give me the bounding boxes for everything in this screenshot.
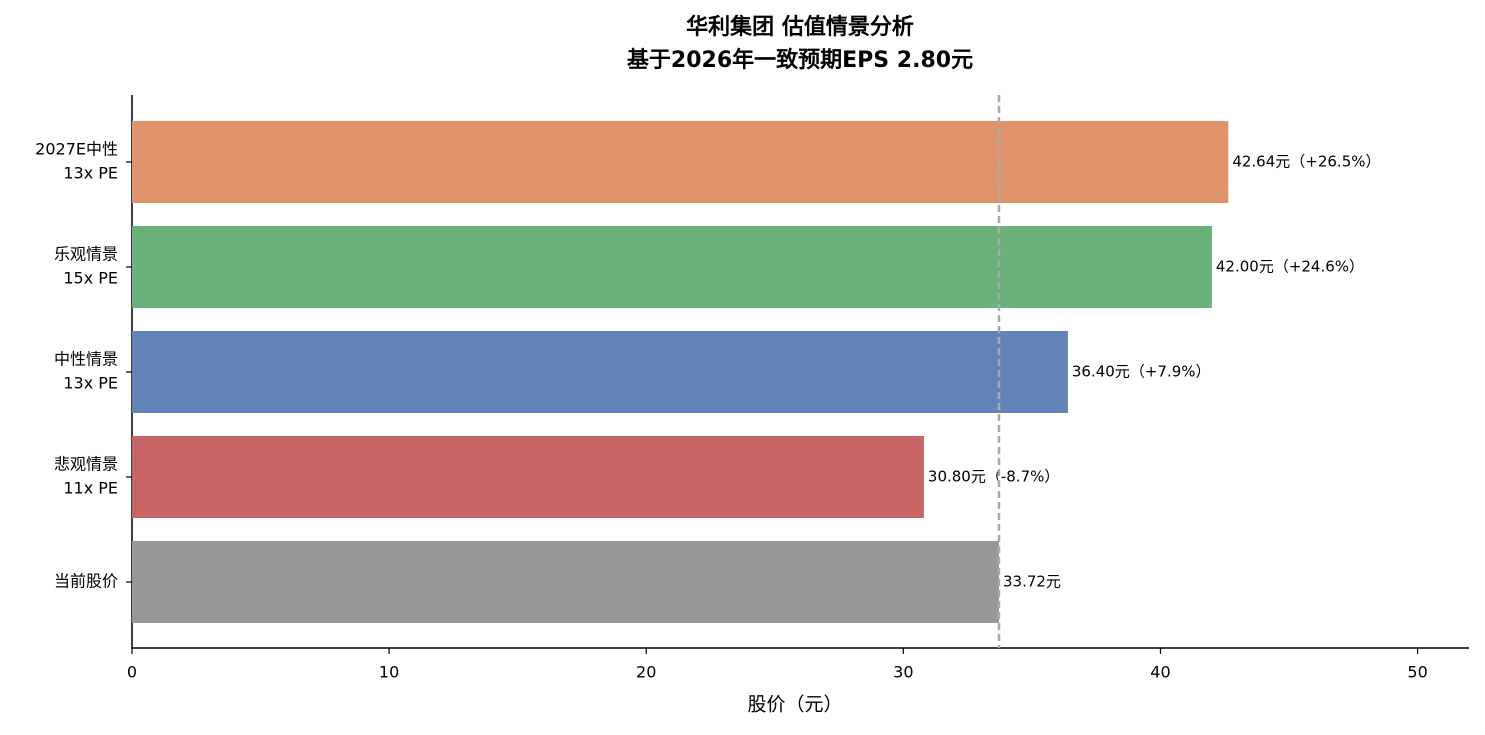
x-tick-label: 50	[1407, 663, 1427, 682]
y-tick-label: 15x PE	[63, 269, 118, 288]
value-label: 33.72元	[1003, 573, 1061, 591]
x-tick-label: 20	[636, 663, 656, 682]
value-label: 36.40元（+7.9%）	[1072, 363, 1211, 381]
y-tick-label: 2027E中性	[35, 140, 118, 159]
y-tick-label: 悲观情景	[54, 455, 118, 474]
bar	[132, 121, 1229, 203]
y-tick-label: 13x PE	[63, 374, 118, 393]
bar	[132, 331, 1068, 413]
value-label: 30.80元（-8.7%）	[928, 468, 1059, 486]
x-tick-label: 40	[1150, 663, 1170, 682]
chart-title: 华利集团 估值情景分析	[686, 14, 914, 40]
y-tick-label: 当前股价	[54, 572, 118, 591]
x-axis-label: 股价（元）	[747, 694, 842, 716]
value-label: 42.00元（+24.6%）	[1216, 258, 1364, 276]
bar	[132, 226, 1212, 308]
y-tick-label: 中性情景	[54, 350, 118, 369]
y-tick-label: 11x PE	[63, 479, 118, 498]
x-tick-label: 30	[893, 663, 913, 682]
value-label: 42.64元（+26.5%）	[1232, 153, 1380, 171]
bar	[132, 541, 999, 623]
x-tick-label: 0	[127, 663, 137, 682]
y-tick-label: 乐观情景	[54, 245, 118, 264]
chart-subtitle: 基于2026年一致预期EPS 2.80元	[627, 47, 973, 73]
y-tick-label: 13x PE	[63, 164, 118, 183]
bar	[132, 436, 924, 518]
x-tick-label: 10	[379, 663, 399, 682]
